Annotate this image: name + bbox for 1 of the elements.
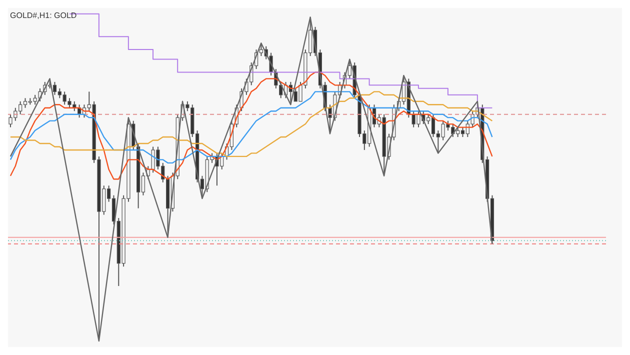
chart-title: GOLD#,H1: GOLD [10, 11, 77, 20]
